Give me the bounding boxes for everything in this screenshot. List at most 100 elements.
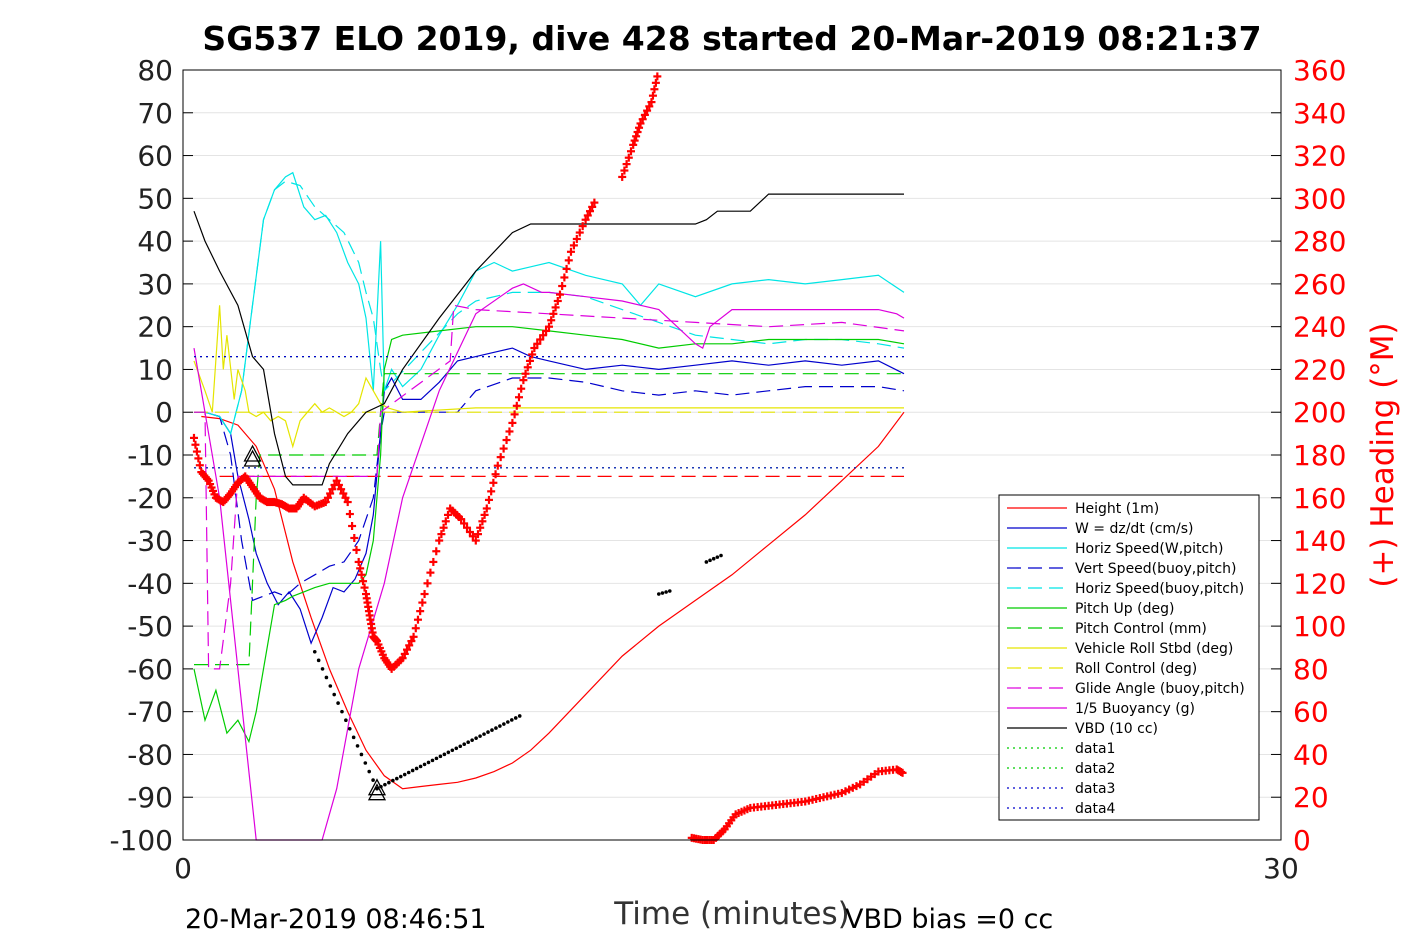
heading-point [640, 110, 649, 119]
heading-point [473, 530, 482, 539]
series-line-9 [194, 304, 905, 670]
heading-point [418, 598, 427, 607]
heading-point [650, 85, 659, 94]
surface-dot [320, 667, 325, 671]
heading-point [357, 570, 366, 579]
heading-point [332, 476, 341, 485]
heading-point [499, 444, 508, 453]
heading-point [407, 637, 416, 646]
heading-point [432, 547, 441, 556]
left-tick-label: 30 [137, 268, 173, 301]
footer-timestamp: 20-Mar-2019 08:46:51 [185, 904, 487, 935]
right-tick-label: 60 [1293, 696, 1329, 729]
heading-point [350, 533, 359, 542]
heading-point [411, 624, 420, 633]
surface-dot [312, 649, 317, 654]
heading-point [635, 123, 644, 132]
heading-point [334, 480, 343, 489]
heading-point [581, 215, 590, 224]
surface-dot [324, 675, 329, 680]
right-tick-label: 180 [1293, 439, 1346, 472]
right-tick-label: 220 [1293, 353, 1346, 386]
x-axis-label: Time (minutes) [613, 896, 849, 932]
heading-point [643, 106, 652, 115]
right-tick-label: 280 [1293, 225, 1346, 258]
legend-label: VBD (10 cc) [1075, 721, 1158, 737]
heading-point [409, 632, 418, 641]
left-tick-label: -50 [127, 610, 173, 643]
heading-point [508, 418, 517, 427]
legend-label: Glide Angle (buoy,pitch) [1075, 681, 1245, 697]
heading-point [632, 132, 641, 141]
heading-point [555, 290, 564, 299]
heading-point [496, 453, 505, 462]
heading-point [321, 498, 330, 507]
legend-entry: Pitch Control (mm) [1007, 621, 1207, 637]
triangle-marker [243, 444, 262, 462]
left-tick-label: -20 [127, 482, 173, 515]
legend-entry: W = dz/dt (cm/s) [1007, 521, 1194, 537]
surface-dot [406, 770, 411, 775]
right-axis: 3603403203002802602402202001801601401201… [1271, 54, 1346, 857]
surface-dot [667, 589, 672, 593]
heading-point [510, 410, 519, 419]
heading-point [443, 510, 452, 519]
surface-dot [410, 768, 415, 773]
heading-point [457, 515, 466, 524]
left-tick-label: 50 [137, 182, 173, 215]
surface-dot [367, 769, 372, 774]
legend-entry: 1/5 Buoyancy (g) [1007, 701, 1195, 717]
heading-point [525, 356, 534, 365]
surface-dot [344, 718, 348, 723]
series-line-0 [201, 411, 905, 790]
right-tick-label: 340 [1293, 97, 1346, 130]
heading-point [476, 523, 485, 532]
heading-point [413, 615, 422, 624]
heading-point [487, 487, 496, 496]
heading-point [502, 436, 511, 445]
surface-dot [470, 738, 474, 742]
right-tick-label: 0 [1293, 824, 1311, 857]
heading-point [328, 485, 337, 494]
heading-point [437, 530, 446, 539]
surface-dot [490, 728, 494, 732]
heading-point [545, 322, 553, 331]
heading-point [339, 489, 348, 498]
left-tick-label: -80 [127, 738, 173, 771]
heading-point [341, 493, 350, 502]
heading-point [478, 517, 487, 526]
heading-point [360, 583, 369, 592]
heading-layer [189, 72, 907, 844]
heading-point [549, 309, 558, 318]
legend-label: W = dz/dt (cm/s) [1075, 521, 1194, 537]
surface-dot [517, 714, 522, 718]
heading-point [359, 577, 368, 586]
heading-point [528, 350, 537, 359]
surface-dot [430, 758, 435, 763]
surface-dot [379, 784, 383, 789]
series-line-4 [194, 180, 905, 436]
surface-dot [715, 555, 720, 559]
right-tick-label: 120 [1293, 567, 1346, 600]
left-tick-label: 10 [137, 353, 173, 386]
heading-point [489, 478, 498, 487]
left-tick-label: 70 [137, 97, 173, 130]
left-tick-label: -60 [127, 653, 173, 686]
surface-dot [450, 748, 455, 753]
surface-dot [486, 730, 490, 734]
series-line-1 [194, 347, 905, 645]
heading-point [348, 522, 357, 531]
surface-dot [474, 736, 478, 740]
left-tick-label: -100 [109, 824, 173, 857]
surface-dot [434, 756, 439, 761]
series-line-7 [193, 305, 904, 449]
legend-label: data3 [1075, 781, 1115, 797]
surface-dot [498, 724, 502, 728]
surface-dot [347, 726, 352, 731]
surface-dot [316, 658, 321, 663]
heading-point [569, 241, 578, 250]
heading-point [560, 273, 569, 282]
surface-dot [402, 772, 407, 777]
right-tick-label: 260 [1293, 268, 1346, 301]
